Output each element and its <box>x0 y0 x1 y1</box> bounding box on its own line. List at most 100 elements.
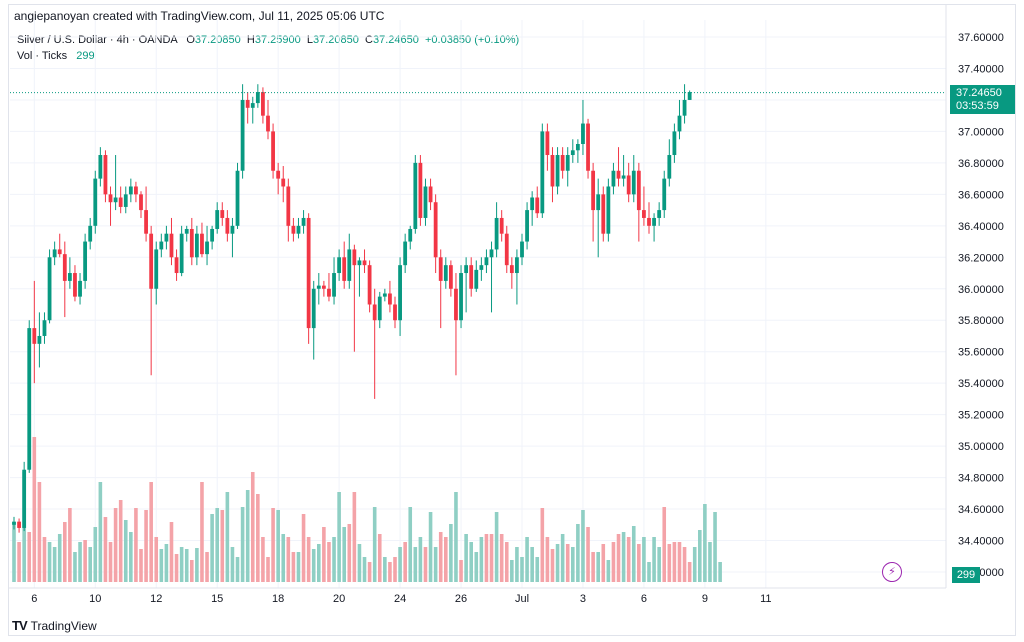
candle-body <box>647 217 651 226</box>
volume-bar <box>37 482 42 582</box>
volume-bar <box>367 562 372 582</box>
candle-body <box>667 155 672 179</box>
volume-bar <box>149 482 153 582</box>
price-tick-label: 36.60000 <box>958 189 1004 201</box>
candle-body <box>128 186 133 195</box>
candle-body <box>235 170 240 226</box>
volume-bar <box>586 527 590 582</box>
volume-bar <box>103 517 108 582</box>
volume-bar <box>474 552 479 582</box>
volume-bar <box>144 510 148 582</box>
candle-body <box>88 225 93 242</box>
volume-bar <box>581 510 585 582</box>
volume-bar <box>489 534 494 582</box>
candle-body <box>530 197 535 211</box>
candle-body <box>515 257 519 274</box>
candle-body <box>433 202 438 258</box>
volume-bar <box>139 549 143 582</box>
volume-bar <box>327 542 331 582</box>
candle-body <box>62 254 67 281</box>
time-tick-label: 10 <box>89 593 101 605</box>
candle-body <box>464 265 469 274</box>
price-tick-label: 35.40000 <box>958 378 1004 390</box>
candle-body <box>311 288 316 329</box>
volume-bar <box>504 542 509 582</box>
volume-bar <box>383 557 387 582</box>
candle-body <box>428 186 433 203</box>
volume-value-tag: 299 <box>952 567 980 583</box>
candle-body <box>17 521 21 528</box>
volume-bar <box>134 508 138 582</box>
volume-bar <box>57 534 62 582</box>
volume-bar <box>459 560 463 582</box>
volume-bar <box>672 542 677 582</box>
volume-bar <box>205 552 209 582</box>
candle-body <box>342 257 347 281</box>
candle-body <box>205 241 209 255</box>
candle-body <box>499 217 504 234</box>
time-tick-label: 6 <box>641 593 647 605</box>
candle-body <box>113 197 118 203</box>
volume-bar <box>423 547 428 582</box>
lightning-icon[interactable]: ⚡ <box>882 562 902 582</box>
candle-body <box>560 155 565 171</box>
candle-body <box>169 233 174 258</box>
volume-bar <box>692 547 697 582</box>
tradingview-logo-icon: TV <box>12 618 28 633</box>
candle-body <box>504 233 509 266</box>
candle-body <box>266 115 270 132</box>
time-tick-label: 11 <box>760 593 771 605</box>
candle-body <box>393 304 397 321</box>
volume-bar <box>393 557 397 582</box>
volume-bar <box>63 522 67 582</box>
candle-body <box>631 170 636 195</box>
volume-bar <box>535 557 540 582</box>
candle-body <box>321 285 326 289</box>
volume-bar <box>332 537 336 582</box>
volume-bar <box>444 537 448 582</box>
candle-body <box>144 210 148 234</box>
volume-bar <box>545 537 550 582</box>
volume-bar <box>499 534 504 582</box>
volume-bar <box>12 522 16 582</box>
price-tick-label: 37.00000 <box>958 126 1004 138</box>
candle-body <box>398 265 402 321</box>
candle-body <box>281 178 286 187</box>
last-price-value: 37.24650 <box>956 87 1002 99</box>
volume-bar <box>713 512 717 582</box>
candle-body <box>225 217 230 234</box>
close-label: C <box>365 34 373 46</box>
candle-body <box>611 170 616 187</box>
volume-bar <box>342 527 346 582</box>
candle-body <box>37 335 42 344</box>
candle-body <box>682 99 687 116</box>
candle-body <box>423 186 428 218</box>
price-tick-label: 34.80000 <box>958 473 1004 485</box>
volume-bar <box>652 537 656 582</box>
candle-body <box>454 288 458 321</box>
attribution-text: angiepanoyan created with TradingView.co… <box>14 9 385 23</box>
volume-bar <box>220 510 225 582</box>
time-tick-label: 15 <box>211 593 223 605</box>
volume-bar <box>311 549 316 582</box>
volume-bar <box>703 504 707 582</box>
candle-body <box>200 233 204 255</box>
volume-bar <box>235 557 240 582</box>
price-tick-label: 36.00000 <box>958 284 1004 296</box>
candle-body <box>134 186 138 195</box>
candle-body <box>642 210 646 218</box>
candle-body <box>108 194 113 203</box>
candle-body <box>672 131 677 156</box>
price-tick-label: 35.20000 <box>958 410 1004 422</box>
candle-body <box>606 186 611 234</box>
candle-body <box>581 123 585 144</box>
candle-body <box>469 265 474 289</box>
volume-bar <box>108 542 113 582</box>
candle-body <box>438 257 443 281</box>
time-axis: 6 10 12 15 18 20 24 26 Jul 3 6 9 11 <box>31 593 771 605</box>
volume-bar <box>525 537 529 582</box>
candle-body <box>332 273 336 297</box>
volume-label[interactable]: Vol · Ticks <box>17 50 68 62</box>
candle-body <box>535 197 540 214</box>
